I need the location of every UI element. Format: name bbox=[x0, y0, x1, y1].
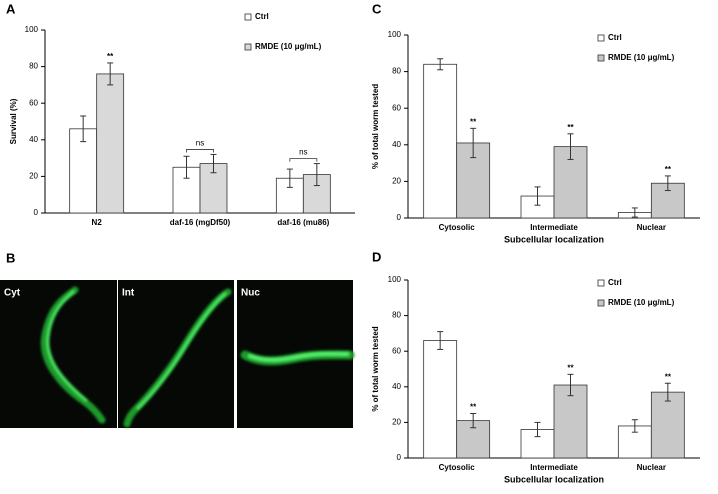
significance: ** bbox=[567, 363, 574, 372]
y-tick-label: 100 bbox=[25, 25, 39, 34]
y-tick-label: 40 bbox=[29, 135, 38, 144]
error-bar bbox=[631, 207, 638, 218]
legend-swatch bbox=[597, 54, 605, 62]
panel-label: C bbox=[372, 1, 382, 16]
error-bar bbox=[664, 175, 671, 192]
bar bbox=[553, 384, 588, 459]
y-tick-label: 60 bbox=[392, 346, 401, 355]
significance: ** bbox=[665, 165, 672, 174]
legend-swatch bbox=[244, 43, 252, 51]
x-tick-label: Intermediate bbox=[530, 463, 578, 472]
y-tick-label: 40 bbox=[392, 140, 401, 149]
error-bar bbox=[437, 58, 444, 71]
error-bar bbox=[80, 115, 87, 143]
x-tick-label: N2 bbox=[92, 218, 103, 227]
worms bbox=[40, 286, 355, 428]
significance: ns bbox=[299, 148, 307, 157]
error-bar bbox=[210, 153, 217, 174]
y-tick-label: 60 bbox=[392, 103, 401, 112]
x-axis-label: Subcellular localization bbox=[504, 474, 604, 484]
bracket bbox=[186, 149, 214, 153]
y-tick-label: 80 bbox=[392, 67, 401, 76]
error-bar bbox=[286, 168, 293, 188]
panel-label: A bbox=[6, 1, 16, 16]
bar bbox=[69, 128, 98, 214]
significance: ** bbox=[665, 372, 672, 381]
y-tick-label: 40 bbox=[392, 382, 401, 391]
bar bbox=[423, 63, 458, 219]
x-tick-label: Cytosolic bbox=[439, 223, 476, 232]
x-tick-label: Cytosolic bbox=[439, 463, 476, 472]
error-bar bbox=[183, 155, 190, 179]
error-bar bbox=[107, 62, 114, 86]
panel-label: D bbox=[372, 249, 381, 264]
error-bar bbox=[534, 186, 541, 206]
y-tick-label: 80 bbox=[392, 311, 401, 320]
panel-label: B bbox=[6, 250, 15, 265]
image-panel: B bbox=[0, 250, 355, 428]
legend-swatch bbox=[597, 279, 605, 287]
bracket bbox=[289, 158, 318, 162]
y-tick-label: 60 bbox=[29, 98, 38, 107]
x-axis-label: Subcellular localization bbox=[504, 234, 604, 244]
x-tick-label: Intermediate bbox=[530, 223, 578, 232]
x-tick-label: Nuclear bbox=[637, 463, 666, 472]
tile-label: Nuc bbox=[241, 288, 260, 299]
tile-label: Int bbox=[122, 288, 135, 299]
error-bar bbox=[567, 373, 574, 397]
y-axis-label: Survival (%) bbox=[9, 98, 18, 144]
error-bar bbox=[437, 331, 444, 350]
error-bar bbox=[470, 127, 477, 159]
significance: ** bbox=[470, 117, 477, 126]
bar bbox=[96, 73, 125, 214]
legend-swatch bbox=[597, 34, 605, 42]
y-tick-label: 20 bbox=[392, 418, 401, 427]
legend-label: RMDE (10 μg/mL) bbox=[255, 42, 322, 51]
legend-label: Ctrl bbox=[608, 33, 622, 42]
legend-label: Ctrl bbox=[608, 278, 622, 287]
y-axis-label: % of total worm tested bbox=[371, 326, 380, 411]
legend-swatch bbox=[597, 299, 605, 307]
legend-label: Ctrl bbox=[255, 12, 269, 21]
x-tick-label: Nuclear bbox=[637, 223, 666, 232]
x-tick-label: daf-16 (mgDf50) bbox=[170, 218, 231, 227]
legend-swatch bbox=[244, 13, 252, 21]
significance: ** bbox=[107, 52, 114, 61]
significance: ** bbox=[567, 123, 574, 132]
legend-label: RMDE (10 μg/mL) bbox=[608, 53, 675, 62]
bar bbox=[423, 340, 458, 459]
error-bar bbox=[534, 421, 541, 438]
error-bar bbox=[470, 413, 477, 429]
tile-label: Cyt bbox=[4, 288, 21, 299]
error-bar bbox=[664, 382, 671, 402]
significance: ns bbox=[196, 139, 204, 148]
error-bar bbox=[313, 163, 320, 187]
y-tick-label: 0 bbox=[397, 213, 402, 222]
y-tick-label: 20 bbox=[29, 172, 38, 181]
bar bbox=[650, 391, 685, 459]
y-tick-label: 0 bbox=[397, 453, 402, 462]
error-bar bbox=[631, 419, 638, 433]
y-tick-label: 100 bbox=[388, 30, 402, 39]
y-tick-label: 100 bbox=[388, 275, 402, 284]
y-tick-label: 0 bbox=[34, 208, 39, 217]
legend-label: RMDE (10 μg/mL) bbox=[608, 298, 675, 307]
x-tick-label: daf-16 (mu86) bbox=[277, 218, 329, 227]
error-bar bbox=[567, 133, 574, 160]
y-tick-label: 20 bbox=[392, 177, 401, 186]
y-axis-label: % of total worm tested bbox=[371, 84, 380, 169]
significance: ** bbox=[470, 403, 477, 412]
y-tick-label: 80 bbox=[29, 62, 38, 71]
